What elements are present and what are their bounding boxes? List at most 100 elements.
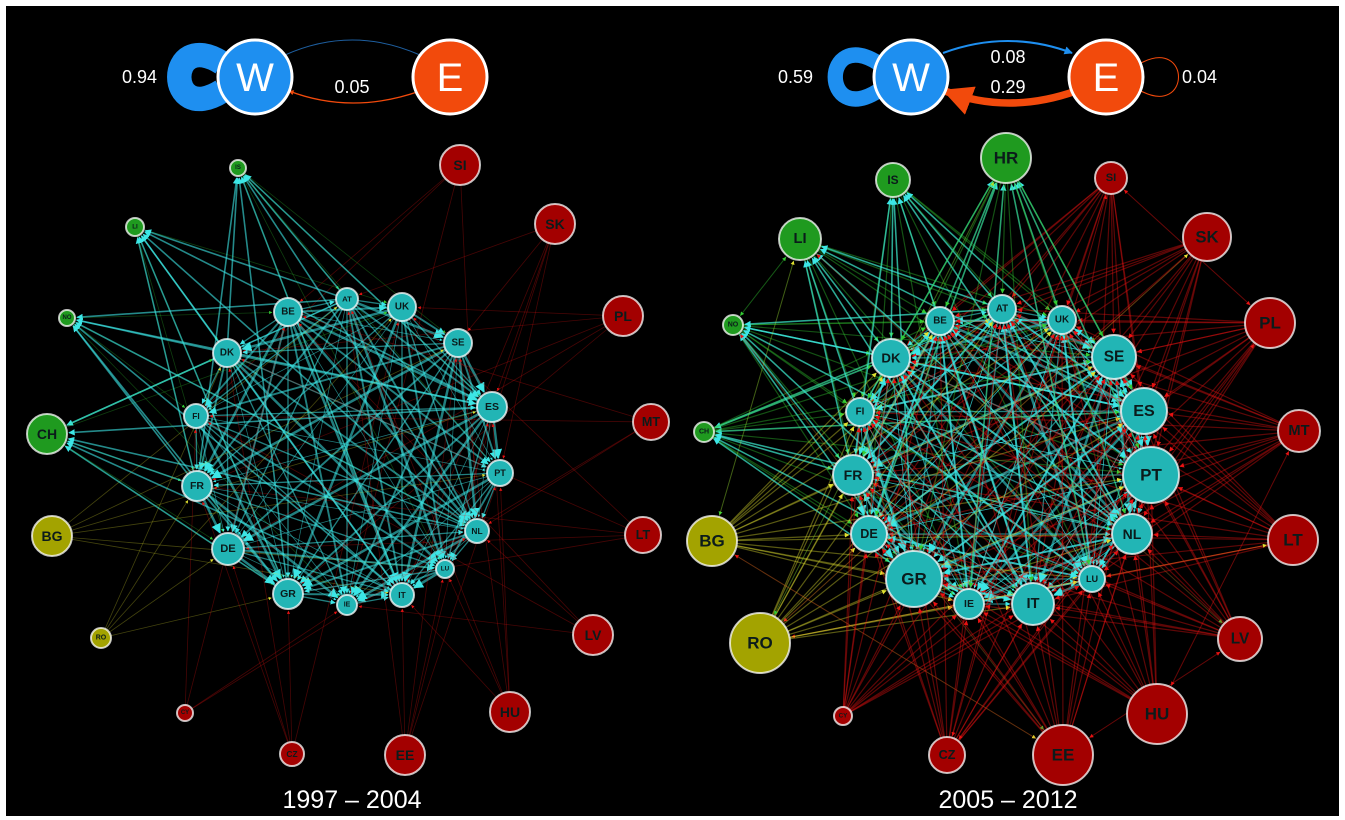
country-label: CZ <box>939 748 956 762</box>
edge <box>732 256 787 326</box>
country-node <box>1094 161 1128 195</box>
edge <box>244 174 493 408</box>
edge <box>477 406 493 518</box>
country-label: FI <box>856 407 865 418</box>
edge <box>1091 380 1113 580</box>
country-label: PT <box>494 468 506 478</box>
summary-node <box>872 38 950 116</box>
edge <box>1014 317 1145 412</box>
country-label: LI <box>132 224 138 231</box>
edge <box>902 195 1133 535</box>
edge <box>66 310 273 319</box>
period-label: 1997 – 2004 <box>282 786 421 814</box>
edge <box>862 157 1007 456</box>
edge <box>870 422 1158 715</box>
edge <box>196 485 339 599</box>
edge <box>358 223 556 296</box>
edge <box>1059 335 1065 756</box>
edge <box>943 582 1241 640</box>
country-label: IS <box>887 173 898 187</box>
edge <box>241 305 403 352</box>
edge <box>872 483 1241 640</box>
edge <box>1002 324 1064 756</box>
country-node <box>443 328 473 358</box>
country-label: ES <box>1133 402 1155 420</box>
edge <box>449 578 511 713</box>
edge <box>892 378 915 580</box>
edge <box>1011 177 1112 298</box>
country-label: BG <box>42 528 63 544</box>
edge <box>1013 182 1063 321</box>
edge <box>286 610 293 755</box>
edge <box>46 311 388 435</box>
country-label: NO <box>63 315 72 321</box>
edge <box>913 323 998 580</box>
edge <box>886 409 1145 527</box>
edge <box>842 336 938 717</box>
country-label: CY <box>839 713 849 720</box>
country-label: LU <box>1086 574 1099 584</box>
edge <box>401 306 446 559</box>
country-label: SK <box>1195 228 1218 247</box>
edge <box>226 177 241 354</box>
edge <box>51 473 486 537</box>
edge <box>1000 324 1034 605</box>
edge <box>212 315 624 481</box>
country-node <box>336 594 358 616</box>
edge <box>404 423 489 756</box>
edge <box>799 238 1127 459</box>
edge <box>715 433 1133 535</box>
edge <box>64 445 289 595</box>
edge <box>67 436 478 532</box>
country-node <box>632 403 670 441</box>
edge <box>225 352 231 532</box>
edge <box>887 430 1300 531</box>
edge <box>205 164 461 407</box>
edge <box>867 425 970 605</box>
edge <box>1007 323 1158 715</box>
edge <box>759 181 995 644</box>
edge <box>242 342 459 355</box>
edge <box>946 623 1023 756</box>
country-label: SK <box>545 216 564 232</box>
edge <box>711 417 1121 542</box>
edge <box>816 254 1241 640</box>
country-node <box>31 515 73 557</box>
country-node <box>1091 334 1137 380</box>
edge <box>299 164 461 302</box>
edge <box>347 311 406 756</box>
edge <box>950 332 1241 640</box>
edge <box>968 492 1127 605</box>
edge <box>874 415 1294 541</box>
edge <box>1164 500 1241 640</box>
edge <box>898 376 1064 756</box>
edge <box>243 315 624 541</box>
country-label: LI <box>793 231 806 247</box>
country-node <box>389 582 415 608</box>
edge <box>859 326 1048 413</box>
edge <box>100 500 189 639</box>
edge <box>803 260 854 476</box>
edge <box>713 438 915 580</box>
country-node <box>850 515 888 553</box>
edge <box>946 378 1106 756</box>
edge <box>287 311 440 560</box>
edge <box>1064 335 1158 715</box>
country-label: BE <box>281 307 295 318</box>
edge <box>195 405 476 417</box>
edge <box>1075 236 1208 313</box>
edge <box>946 194 1108 756</box>
edge <box>207 422 594 636</box>
edge <box>1151 236 1208 388</box>
country-label: PL <box>1259 314 1281 333</box>
edge <box>66 352 228 426</box>
edge <box>873 419 1241 640</box>
edge <box>842 545 1114 717</box>
edge <box>1162 426 1294 541</box>
country-label: BG <box>699 532 725 551</box>
edge <box>859 408 1120 414</box>
edge <box>759 321 994 644</box>
country-node <box>464 518 490 544</box>
edge <box>68 406 493 436</box>
edge <box>943 539 1294 578</box>
